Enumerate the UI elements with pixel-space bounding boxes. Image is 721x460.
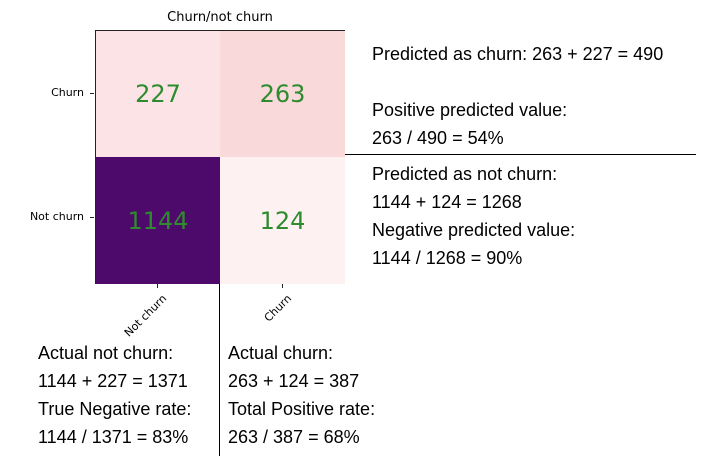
matrix-title: Churn/not churn — [167, 10, 273, 25]
cell-not-churn-churn: 124 — [220, 157, 345, 284]
xtick-mark-not-churn — [157, 284, 158, 288]
actual-not-churn-sum: 1144 + 227 = 1371 — [38, 371, 188, 391]
predicted-not-churn-sum: 1144 + 124 = 1268 — [372, 192, 522, 212]
xtick-churn: Churn — [261, 292, 295, 325]
ytick-churn: Churn — [51, 86, 84, 99]
ppv-label: Positive predicted value: — [372, 100, 568, 120]
right-divider — [345, 154, 696, 155]
bottom-divider — [219, 284, 220, 456]
actual-churn-label: Actual churn: — [228, 343, 334, 363]
tpr-value: 263 / 387 = 68% — [228, 427, 360, 447]
predicted-churn-note: Predicted as churn: 263 + 227 = 490 — [372, 44, 664, 64]
ytick-mark-not-churn — [90, 217, 94, 218]
tnr-value: 1144 / 1371 = 83% — [38, 427, 189, 447]
ytick-mark-churn — [90, 93, 94, 94]
cell-churn-churn: 263 — [220, 31, 345, 157]
actual-not-churn-label: Actual not churn: — [38, 343, 174, 363]
tpr-label: Total Positive rate: — [228, 399, 376, 419]
ytick-not-churn: Not churn — [29, 210, 84, 223]
predicted-not-churn-note: Predicted as not churn: — [372, 164, 558, 184]
xtick-mark-churn — [282, 284, 283, 288]
cell-churn-not-churn: 227 — [96, 31, 220, 157]
actual-churn-sum: 263 + 124 = 387 — [228, 371, 360, 391]
ppv-value: 263 / 490 = 54% — [372, 128, 504, 148]
cell-not-churn-not-churn: 1144 — [96, 157, 220, 284]
tnr-label: True Negative rate: — [38, 399, 192, 419]
npv-value: 1144 / 1268 = 90% — [372, 248, 523, 268]
xtick-not-churn: Not churn — [121, 292, 170, 340]
confusion-matrix: 227 263 1144 124 — [95, 30, 345, 284]
npv-label: Negative predicted value: — [372, 220, 576, 240]
